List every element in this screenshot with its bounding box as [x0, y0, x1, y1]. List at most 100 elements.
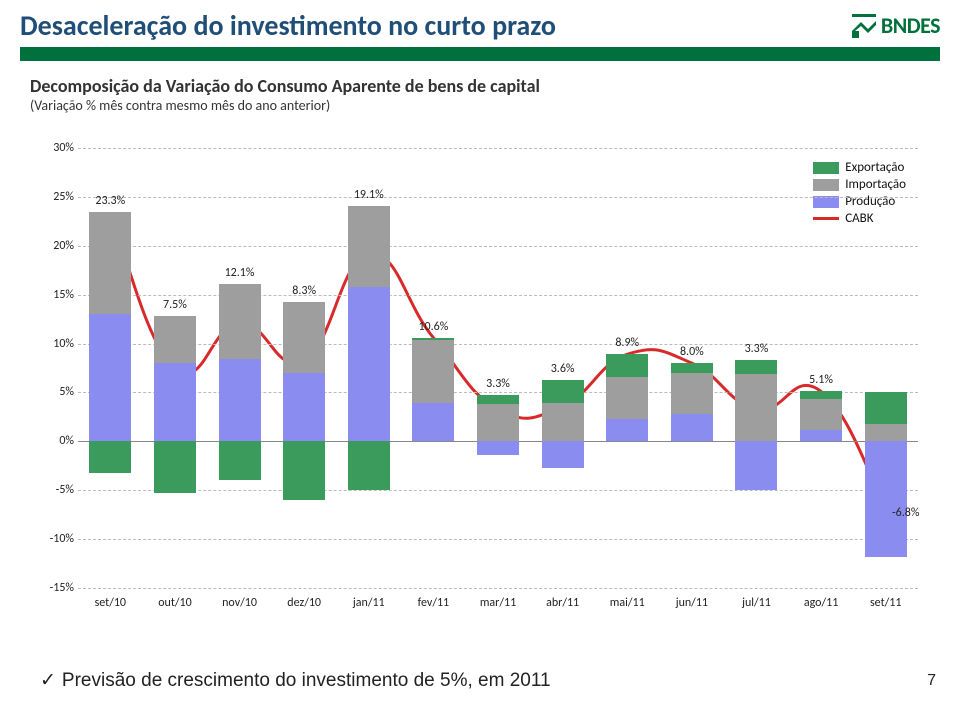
x-axis-label: mai/11 — [610, 596, 645, 610]
bar-exp — [735, 360, 777, 374]
legend-label: Exportação — [845, 160, 904, 175]
bar-prod — [283, 373, 325, 441]
bar-exp — [154, 441, 196, 493]
bar-exp — [671, 363, 713, 373]
bar-prod — [735, 441, 777, 490]
chart: ExportaçãoImportaçãoProduçãoCABK 23.3%7.… — [30, 148, 930, 628]
title-bar: Desaceleração do investimento no curto p… — [0, 0, 960, 43]
x-axis-label: set/10 — [95, 596, 126, 610]
grid-line — [78, 295, 918, 296]
bar-prod — [89, 314, 131, 441]
legend-item: Importação — [813, 177, 906, 192]
slide-title: Desaceleração do investimento no curto p… — [20, 8, 556, 43]
bar-prod — [348, 287, 390, 441]
y-axis-label: 15% — [34, 288, 74, 302]
bar-imp — [89, 212, 131, 315]
y-axis-label: 10% — [34, 337, 74, 351]
bar-exp — [219, 441, 261, 480]
bar-exp — [89, 441, 131, 472]
legend-swatch — [813, 162, 839, 174]
bar-exp — [477, 395, 519, 404]
grid-line — [78, 197, 918, 198]
bar-imp — [671, 373, 713, 414]
data-label: 5.1% — [809, 373, 833, 387]
bar-prod — [606, 419, 648, 441]
bar-exp — [606, 354, 648, 376]
bar-exp — [412, 338, 454, 340]
grid-line — [78, 588, 918, 589]
x-axis-label: jun/11 — [676, 596, 708, 610]
bar-imp — [283, 302, 325, 373]
bar-imp — [219, 284, 261, 359]
x-axis-label: abr/11 — [546, 596, 579, 610]
bar-imp — [800, 399, 842, 429]
data-label: 3.6% — [551, 362, 575, 376]
grid-line — [78, 539, 918, 540]
y-axis-label: 20% — [34, 239, 74, 253]
bar-exp — [865, 392, 907, 423]
x-axis-label: out/10 — [158, 596, 191, 610]
page-number: 7 — [927, 672, 936, 690]
bar-imp — [865, 424, 907, 442]
legend: ExportaçãoImportaçãoProduçãoCABK — [813, 160, 906, 228]
bar-imp — [412, 340, 454, 404]
subtitle-sub: (Variação % mês contra mesmo mês do ano … — [30, 97, 960, 114]
bar-prod — [865, 441, 907, 556]
bar-prod — [542, 441, 584, 467]
bar-imp — [735, 374, 777, 441]
data-label: 23.3% — [95, 194, 125, 208]
bar-imp — [154, 316, 196, 363]
grid-line — [78, 392, 918, 393]
y-axis-label: 0% — [34, 434, 74, 448]
legend-item: CABK — [813, 211, 906, 226]
footer-note: ✓ Previsão de crescimento do investimento… — [40, 669, 551, 692]
green-divider — [20, 47, 940, 61]
bar-exp — [542, 380, 584, 403]
x-axis-label: set/11 — [870, 596, 901, 610]
legend-label: Importação — [845, 177, 906, 192]
check-icon: ✓ — [40, 670, 56, 691]
y-axis-label: -10% — [34, 532, 74, 546]
bar-imp — [348, 206, 390, 287]
brand-logo: BNDES — [851, 12, 940, 39]
legend-swatch — [813, 217, 839, 220]
x-axis-label: jan/11 — [353, 596, 385, 610]
grid-line — [78, 344, 918, 345]
data-label: 3.3% — [486, 377, 510, 391]
bar-prod — [154, 363, 196, 441]
y-axis-label: -15% — [34, 581, 74, 595]
y-axis-label: 25% — [34, 190, 74, 204]
data-label: 10.6% — [418, 320, 448, 334]
bar-prod — [800, 430, 842, 442]
x-axis-label: ago/11 — [804, 596, 838, 610]
plot-area: ExportaçãoImportaçãoProduçãoCABK 23.3%7.… — [78, 148, 918, 588]
data-label: 8.9% — [615, 336, 639, 350]
bar-imp — [606, 377, 648, 419]
footer-text: Previsão de crescimento do investimento … — [62, 670, 551, 691]
data-label: 3.3% — [745, 342, 769, 356]
bar-exp — [283, 441, 325, 500]
x-axis-label: mar/11 — [480, 596, 516, 610]
bar-prod — [477, 441, 519, 455]
bar-prod — [412, 403, 454, 441]
brand-name: BNDES — [881, 12, 940, 39]
y-axis-label: 5% — [34, 385, 74, 399]
x-axis-label: nov/10 — [222, 596, 257, 610]
x-axis-label: jul/11 — [742, 596, 771, 610]
bar-imp — [477, 404, 519, 441]
bar-exp — [348, 441, 390, 490]
data-label: 8.0% — [680, 345, 704, 359]
data-label: 19.1% — [354, 188, 384, 202]
data-label: -6.8% — [892, 506, 919, 520]
legend-label: CABK — [845, 211, 873, 226]
y-axis-label: 30% — [34, 141, 74, 155]
legend-item: Exportação — [813, 160, 906, 175]
data-label: 7.5% — [163, 298, 187, 312]
bar-prod — [671, 414, 713, 441]
subtitle-main: Decomposição da Variação do Consumo Apar… — [30, 75, 960, 97]
cabk-line — [78, 148, 918, 588]
x-axis-label: fev/11 — [418, 596, 450, 610]
x-axis-label: dez/10 — [287, 596, 321, 610]
bar-imp — [542, 403, 584, 441]
bar-prod — [219, 359, 261, 441]
